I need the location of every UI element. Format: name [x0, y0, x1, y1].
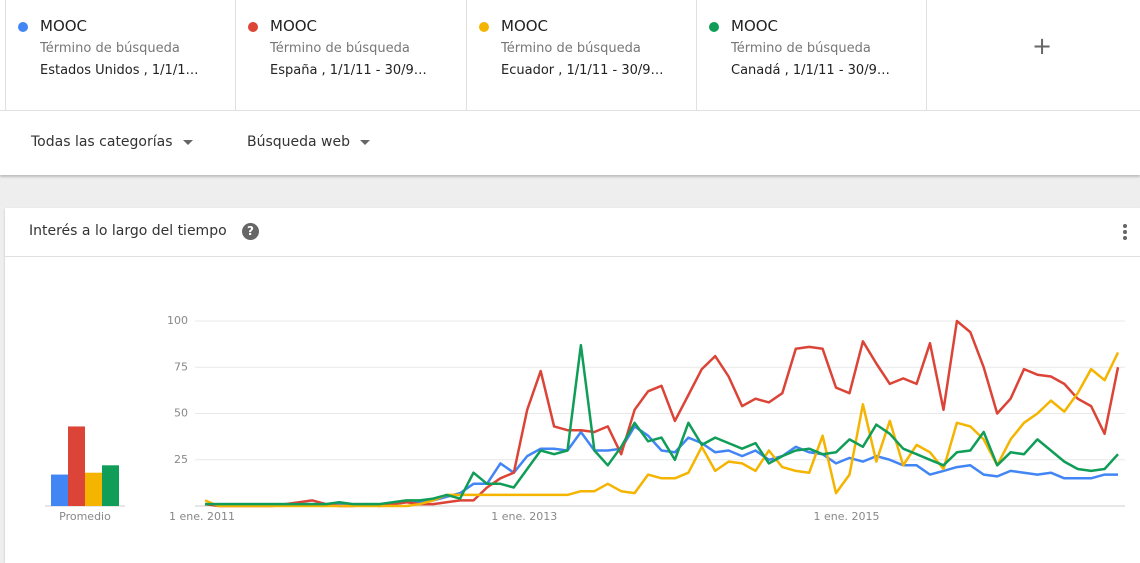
- x-tick-label: 1 ene. 2011: [169, 510, 235, 523]
- term-dot: [709, 22, 719, 32]
- y-tick-label: 75: [174, 360, 188, 373]
- help-icon[interactable]: ?: [242, 223, 259, 240]
- chart-card: Interés a lo largo del tiempo ? 25 50 75 10…: [5, 208, 1140, 563]
- bar: [102, 465, 119, 506]
- terms-bar: MOOC Término de búsqueda Estados Unidos , …: [0, 0, 1140, 111]
- bar: [68, 426, 85, 506]
- line-series: [204, 351, 1120, 508]
- caret: [360, 139, 371, 145]
- term-card[interactable]: MOOC Término de búsqueda Ecuador , 1/1/11 …: [466, 0, 696, 110]
- bar: [85, 472, 102, 506]
- x-axis-label: Promedio: [59, 510, 111, 523]
- term-detail: Canadá , 1/1/11 - 30/9…: [731, 63, 890, 78]
- card-title: Interés a lo largo del tiempo: [29, 223, 227, 239]
- filter-label: Todas las categorías: [31, 134, 173, 150]
- filter-label: Búsqueda web: [247, 134, 351, 150]
- x-tick-label: 1 ene. 2015: [813, 510, 879, 523]
- filters-bar: Todas las categorías Búsqueda web: [0, 111, 1140, 175]
- term-card[interactable]: MOOC Término de búsqueda Estados Unidos , …: [5, 0, 235, 110]
- term-name: MOOC: [731, 17, 779, 35]
- caret: [182, 139, 193, 145]
- term-name: MOOC: [270, 17, 318, 35]
- term-detail: Estados Unidos , 1/1/1…: [40, 63, 199, 78]
- bar: [51, 474, 68, 506]
- term-card[interactable]: MOOC Término de búsqueda Canadá , 1/1/11 -…: [696, 0, 926, 110]
- term-detail: España , 1/1/11 - 30/9…: [270, 63, 427, 78]
- add-icon[interactable]: +: [1032, 32, 1053, 60]
- y-tick-label: 25: [174, 453, 188, 466]
- x-tick-label: 1 ene. 2013: [491, 510, 557, 523]
- more-menu[interactable]: [1123, 224, 1127, 242]
- term-type: Término de búsqueda: [270, 41, 410, 56]
- term-dot: [248, 22, 258, 32]
- term-dot: [18, 22, 28, 32]
- line-series: [205, 343, 1119, 506]
- category-filter[interactable]: Todas las categorías: [31, 134, 193, 150]
- y-tick-label: 50: [174, 407, 188, 420]
- card-header: Interés a lo largo del tiempo ?: [5, 208, 1140, 257]
- term-dot: [479, 22, 489, 32]
- term-type: Término de búsqueda: [40, 41, 180, 56]
- term-type: Término de búsqueda: [501, 41, 641, 56]
- chart: 25 50 75 100 1 ene. 2011 1 ene. 2013 1 ene. 20…: [45, 314, 1125, 523]
- term-type: Término de búsqueda: [731, 41, 871, 56]
- term-name: MOOC: [501, 17, 549, 35]
- term-name: MOOC: [40, 17, 88, 35]
- y-tick-label: 100: [167, 314, 188, 327]
- term-detail: Ecuador , 1/1/11 - 30/9…: [501, 63, 664, 78]
- search-type-filter[interactable]: Búsqueda web: [247, 134, 371, 150]
- add-term[interactable]: [926, 0, 1140, 110]
- term-card[interactable]: MOOC Término de búsqueda España , 1/1/11 -…: [235, 0, 465, 110]
